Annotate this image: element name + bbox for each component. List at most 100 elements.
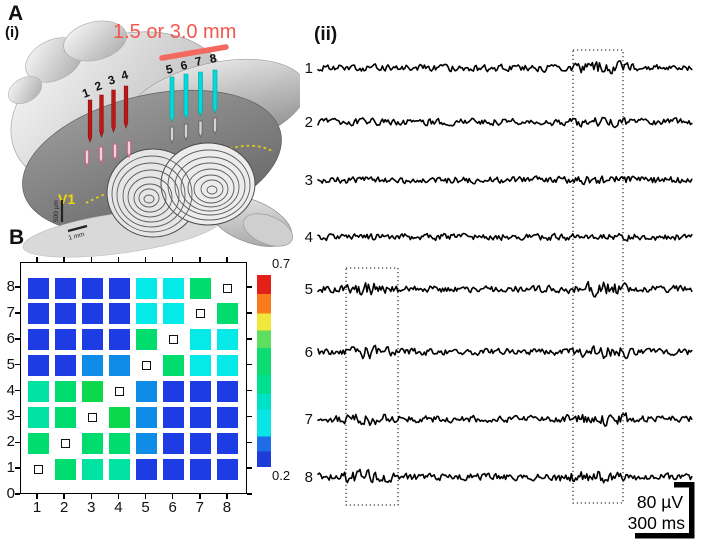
- matrix-cell: [27, 381, 49, 402]
- axis-tick: [247, 338, 252, 340]
- lfp-trace: [317, 280, 693, 298]
- colorbar-min-label: 0.2: [272, 468, 291, 483]
- matrix-cell: [54, 277, 76, 299]
- trace-label: 5: [305, 281, 313, 298]
- axis-tick: [247, 467, 252, 469]
- cyan-electrode: [169, 76, 175, 123]
- electrode-number: 2: [93, 78, 104, 94]
- matrix-cell: [27, 406, 49, 428]
- red-electrode: [87, 99, 93, 143]
- v1-label: V1: [58, 191, 75, 207]
- axis-tick: [247, 312, 252, 314]
- matrix-cell: [81, 432, 103, 454]
- matrix-cell: [217, 381, 239, 402]
- matrix-cell: [136, 329, 158, 351]
- matrix-cell: [108, 458, 130, 480]
- x-tick-label: 2: [59, 499, 69, 516]
- matrix-cell: [190, 381, 212, 402]
- hollow-electrode-gray: [212, 117, 218, 136]
- hollow-electrode-pink: [98, 146, 104, 165]
- red-electrode: [123, 85, 129, 129]
- cyan-electrode: [198, 71, 203, 117]
- axis-tick: [36, 494, 38, 499]
- matrix-cell: [81, 381, 103, 402]
- axis-tick: [247, 441, 252, 443]
- matrix-cell: [163, 458, 185, 480]
- electrode-number: 4: [119, 67, 130, 82]
- panel-b-label: B: [9, 226, 25, 249]
- lfp-trace: [317, 344, 693, 360]
- electrode-number: 8: [209, 51, 218, 66]
- time-scale-label: 300 ms: [628, 513, 686, 533]
- matrix-cell: [217, 458, 239, 480]
- matrix-cell: [190, 277, 212, 299]
- matrix-cell: [54, 381, 76, 402]
- matrix-cell: [108, 355, 130, 377]
- matrix-cell: [190, 458, 212, 480]
- matrix-diagonal-marker: [196, 309, 206, 319]
- highlight-box-left: [345, 267, 399, 506]
- x-tick-label: 4: [114, 499, 123, 516]
- axis-tick: [171, 494, 174, 499]
- red-electrode-array: 1 2 3 4: [80, 67, 130, 143]
- x-tick-label: 7: [195, 499, 204, 516]
- matrix-diagonal-marker: [33, 464, 43, 474]
- electrode-number: 6: [179, 58, 189, 73]
- y-tick-label: 3: [6, 407, 15, 425]
- matrix-diagonal-marker: [87, 412, 97, 422]
- matrix-cell: [81, 277, 103, 299]
- lfp-trace: [317, 232, 693, 242]
- matrix-cell: [81, 329, 103, 351]
- matrix-cell: [217, 303, 239, 325]
- distance-bracket-bar: [159, 44, 229, 61]
- matrix-cell: [27, 329, 49, 351]
- matrix-cell: [81, 303, 103, 325]
- axis-tick: [247, 493, 252, 495]
- matrix-diagonal-marker: [114, 387, 124, 396]
- matrix-cell: [163, 355, 185, 377]
- matrix-cell: [108, 303, 130, 325]
- axis-tick: [199, 494, 201, 499]
- cyan-electrode-array: 5 6 7 8: [164, 51, 218, 123]
- y-tick-label: 6: [6, 329, 15, 347]
- red-electrode: [111, 89, 116, 133]
- matrix-cell: [136, 432, 158, 454]
- trace-label: 1: [305, 60, 313, 77]
- matrix-cell: [163, 406, 185, 428]
- time-scale-bar: [635, 533, 695, 539]
- axis-tick: [90, 494, 93, 499]
- trace-label: 2: [305, 114, 313, 131]
- matrix-diagonal-marker: [169, 335, 179, 345]
- matrix-cell: [81, 458, 103, 480]
- matrix-cell: [27, 355, 49, 377]
- voltage-scale-bar: [689, 482, 695, 538]
- trace-group: 1 2 3 4 5 6 7 8: [305, 60, 693, 486]
- matrix-cell: [217, 432, 239, 454]
- cyan-electrode: [212, 69, 218, 114]
- matrix-cell: [163, 381, 185, 402]
- matrix-cell: [190, 355, 212, 377]
- axis-tick: [117, 494, 120, 499]
- electrode-number: 3: [106, 72, 117, 87]
- y-tick-label: 7: [6, 303, 15, 321]
- y-tick-label: 5: [6, 355, 15, 373]
- matrix-diagonal-marker: [142, 361, 152, 371]
- y-tick-label: 2: [6, 433, 15, 451]
- x-tick-label: 3: [87, 499, 96, 516]
- hollow-electrode-gray: [183, 123, 189, 142]
- y-tick-label: 1: [6, 459, 15, 477]
- matrix-cell: [27, 303, 49, 325]
- scale-500um-label: 500 µm: [53, 200, 60, 222]
- axis-tick: [247, 363, 252, 366]
- lfp-trace: [317, 116, 693, 129]
- cyan-electrode: [183, 73, 189, 120]
- matrix-cell: [81, 355, 103, 377]
- trace-label: 3: [305, 172, 313, 189]
- matrix-cell: [108, 329, 130, 351]
- matrix-cell: [54, 355, 76, 377]
- voltage-scale-label: 80 µV: [637, 492, 683, 512]
- lfp-traces-panel: (ii) 80 µV 300 ms 1 2 3 4 5 6 7 8: [305, 24, 695, 539]
- axis-tick: [247, 286, 252, 288]
- x-tick-label: 6: [168, 499, 177, 516]
